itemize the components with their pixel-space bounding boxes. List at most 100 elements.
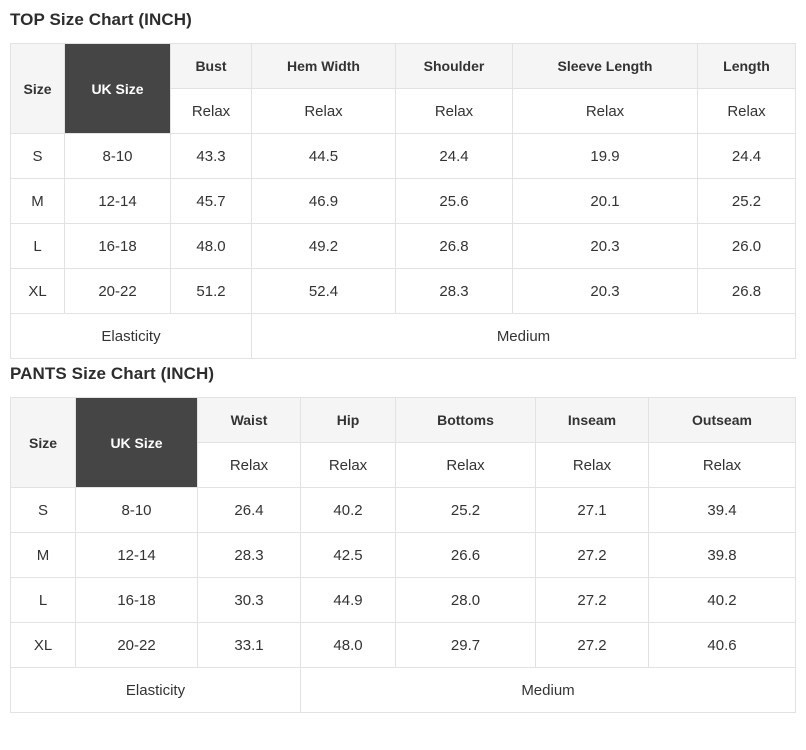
measurement-cell: 43.3: [170, 133, 252, 179]
measurement-cell: 20.3: [512, 268, 698, 314]
measurement-cell: 26.8: [395, 223, 513, 269]
measurement-cell: 48.0: [300, 622, 396, 668]
measurement-cell: 25.2: [697, 178, 796, 224]
measurement-cell: 20.3: [512, 223, 698, 269]
measurement-cell: 26.8: [697, 268, 796, 314]
size-column-header: Size: [10, 43, 65, 134]
uk-size-cell: 8-10: [75, 487, 198, 533]
table-row-s: S 8-10 43.3 44.5 24.4 19.9 24.4: [10, 133, 796, 179]
header-row: Size UK Size Waist Hip Bottoms Inseam Ou…: [10, 397, 796, 488]
size-column-header: Size: [10, 397, 76, 488]
measurement-cell: 29.7: [395, 622, 536, 668]
fit-type-cell: Relax: [300, 442, 396, 488]
measurement-cell: 39.8: [648, 532, 796, 578]
table-row-l: L 16-18 48.0 49.2 26.8 20.3 26.0: [10, 223, 796, 269]
table-row-l: L 16-18 30.3 44.9 28.0 27.2 40.2: [10, 577, 796, 623]
uk-size-column-header: UK Size: [75, 397, 198, 488]
measurement-cell: 45.7: [170, 178, 252, 224]
fit-type-cell: Relax: [170, 88, 252, 134]
measurement-cell: 25.6: [395, 178, 513, 224]
measurement-cell: 27.2: [535, 532, 649, 578]
fit-type-row: Relax Relax Relax Relax Relax: [11, 88, 796, 134]
measurement-cell: 51.2: [170, 268, 252, 314]
fit-type-cell: Relax: [395, 88, 513, 134]
measure-column-header-outseam: Outseam: [648, 397, 796, 443]
measurement-cell: 27.1: [535, 487, 649, 533]
fit-type-cell: Relax: [251, 88, 396, 134]
top-size-chart-section: TOP Size Chart (INCH) Size UK Size Bust …: [10, 10, 796, 359]
measurement-cell: 46.9: [251, 178, 396, 224]
size-cell: M: [10, 178, 65, 224]
measurement-cell: 28.3: [197, 532, 301, 578]
uk-size-column-header: UK Size: [64, 43, 171, 134]
elasticity-row: Elasticity Medium: [10, 667, 796, 713]
elasticity-value: Medium: [251, 313, 796, 359]
elasticity-row: Elasticity Medium: [10, 313, 796, 359]
measure-column-header-hip: Hip: [300, 397, 396, 443]
measurement-cell: 44.9: [300, 577, 396, 623]
uk-size-cell: 12-14: [64, 178, 171, 224]
pants-chart-title: PANTS Size Chart (INCH): [10, 364, 215, 383]
size-cell: S: [10, 133, 65, 179]
fit-type-cell: Relax: [197, 442, 301, 488]
elasticity-value: Medium: [300, 667, 796, 713]
fit-type-cell: Relax: [512, 88, 698, 134]
measurement-cell: 52.4: [251, 268, 396, 314]
uk-size-cell: 16-18: [64, 223, 171, 269]
measurement-cell: 26.4: [197, 487, 301, 533]
measurement-cell: 20.1: [512, 178, 698, 224]
table-row-xl: XL 20-22 33.1 48.0 29.7 27.2 40.6: [10, 622, 796, 668]
fit-type-row: Relax Relax Relax Relax Relax: [11, 442, 796, 488]
top-size-table: Size UK Size Bust Hem Width Shoulder Sle…: [10, 43, 796, 359]
elasticity-label: Elasticity: [10, 313, 252, 359]
fit-type-cell: Relax: [648, 442, 796, 488]
table-row-m: M 12-14 28.3 42.5 26.6 27.2 39.8: [10, 532, 796, 578]
size-cell: M: [10, 532, 76, 578]
uk-size-cell: 20-22: [75, 622, 198, 668]
uk-size-cell: 20-22: [64, 268, 171, 314]
measure-column-header-bust: Bust: [170, 43, 252, 89]
size-cell: L: [10, 223, 65, 269]
measure-column-header-shoulder: Shoulder: [395, 43, 513, 89]
measurement-cell: 39.4: [648, 487, 796, 533]
measurement-cell: 49.2: [251, 223, 396, 269]
measurement-cell: 24.4: [395, 133, 513, 179]
size-cell: XL: [10, 268, 65, 314]
measurement-cell: 40.6: [648, 622, 796, 668]
fit-type-cell: Relax: [697, 88, 796, 134]
uk-size-cell: 12-14: [75, 532, 198, 578]
measure-column-header-sleeve-length: Sleeve Length: [512, 43, 698, 89]
measurement-cell: 42.5: [300, 532, 396, 578]
fit-type-cell: Relax: [395, 442, 536, 488]
header-row: Size UK Size Bust Hem Width Shoulder Sle…: [10, 43, 796, 134]
measurement-cell: 30.3: [197, 577, 301, 623]
uk-size-cell: 16-18: [75, 577, 198, 623]
measure-column-header-hem-width: Hem Width: [251, 43, 396, 89]
size-cell: XL: [10, 622, 76, 668]
measurement-cell: 26.6: [395, 532, 536, 578]
table-row-xl: XL 20-22 51.2 52.4 28.3 20.3 26.8: [10, 268, 796, 314]
size-cell: L: [10, 577, 76, 623]
measurement-cell: 27.2: [535, 622, 649, 668]
pants-size-chart-section: PANTS Size Chart (INCH) Size UK Size Wai…: [10, 364, 796, 713]
measurement-cell: 19.9: [512, 133, 698, 179]
measurement-cell: 48.0: [170, 223, 252, 269]
fit-type-cell: Relax: [535, 442, 649, 488]
size-cell: S: [10, 487, 76, 533]
top-chart-title: TOP Size Chart (INCH): [10, 10, 192, 29]
pants-size-table: Size UK Size Waist Hip Bottoms Inseam Ou…: [10, 397, 796, 713]
measure-column-header-inseam: Inseam: [535, 397, 649, 443]
measurement-cell: 24.4: [697, 133, 796, 179]
table-row-m: M 12-14 45.7 46.9 25.6 20.1 25.2: [10, 178, 796, 224]
uk-size-cell: 8-10: [64, 133, 171, 179]
measure-column-header-length: Length: [697, 43, 796, 89]
measurement-cell: 33.1: [197, 622, 301, 668]
measurement-cell: 27.2: [535, 577, 649, 623]
measurement-cell: 28.3: [395, 268, 513, 314]
measurement-cell: 40.2: [648, 577, 796, 623]
table-row-s: S 8-10 26.4 40.2 25.2 27.1 39.4: [10, 487, 796, 533]
measurement-cell: 25.2: [395, 487, 536, 533]
measurement-cell: 26.0: [697, 223, 796, 269]
measure-column-header-waist: Waist: [197, 397, 301, 443]
measurement-cell: 44.5: [251, 133, 396, 179]
